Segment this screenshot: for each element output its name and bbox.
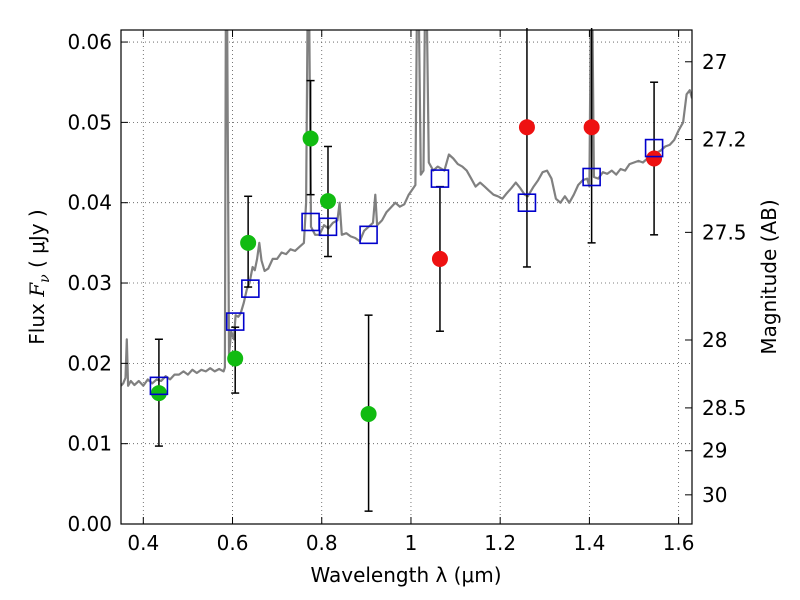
model-photometry-box <box>225 312 245 331</box>
data-markers <box>149 119 664 422</box>
model-spectrum <box>121 30 692 387</box>
y2-tick-label: 29 <box>702 439 727 463</box>
y-tick-label: 0.00 <box>67 512 112 536</box>
model-photometry-box <box>582 167 601 187</box>
y-axis-title-subscript: ν <box>37 274 53 283</box>
model-photometry-box <box>359 225 378 245</box>
green-data-point <box>360 405 377 422</box>
red-data-point <box>518 119 535 136</box>
y-axis-title-units: ( μJy ) <box>25 209 49 274</box>
red-data-point <box>431 250 448 267</box>
green-data-point <box>319 193 336 210</box>
green-data-point <box>150 385 167 402</box>
green-data-point <box>240 234 257 251</box>
y2-tick-label: 27.2 <box>702 128 747 152</box>
x-tick-label: 0.6 <box>217 531 249 555</box>
y-tick-label: 0.06 <box>67 30 112 54</box>
green-data-point <box>302 130 319 147</box>
plot-background <box>121 30 692 524</box>
y2-axis-title: Magnitude (AB) <box>757 199 781 354</box>
x-tick-label: 1.6 <box>663 531 695 555</box>
y2-tick-label: 27 <box>702 50 727 74</box>
y-axis-title: Flux Fν ( μJy ) <box>25 209 53 344</box>
red-data-point <box>646 150 663 167</box>
y-axis-title-symbol: F <box>25 282 49 298</box>
y2-tick-label: 27.5 <box>702 220 747 244</box>
y-tick-label: 0.03 <box>67 271 112 295</box>
y-tick-label: 0.01 <box>67 432 112 456</box>
axis-ticks: 0.4 0.6 0.8 1 1.2 1.4 1.6 0.00 0.01 0.02 0.03 0.04 0… <box>67 30 747 555</box>
y-tick-label: 0.04 <box>67 191 112 215</box>
plot-frame <box>120 29 693 525</box>
error-bar <box>522 28 531 268</box>
y-tick-label: 0.02 <box>67 351 112 375</box>
model-photometry-box <box>241 279 260 298</box>
green-data-point <box>227 350 244 367</box>
y2-tick-label: 28 <box>702 328 727 352</box>
error-bar <box>587 28 596 244</box>
x-axis-title: Wavelength λ (μm) <box>310 563 501 587</box>
x-tick-label: 1.2 <box>484 531 516 555</box>
red-data-point <box>583 119 600 136</box>
model-photometry-box <box>149 376 169 396</box>
model-photometry-box <box>644 138 664 158</box>
y-axis-title-prefix: Flux <box>25 297 49 345</box>
model-photometry-box <box>517 193 537 212</box>
x-tick-label: 0.4 <box>127 531 159 555</box>
y2-tick-label: 28.5 <box>702 396 747 420</box>
x-tick-label: 1 <box>405 531 418 555</box>
y2-tick-label: 30 <box>702 483 727 507</box>
y-tick-label: 0.05 <box>67 110 112 134</box>
model-photometry-box <box>430 169 450 188</box>
spectrum-line <box>121 30 692 387</box>
x-tick-label: 0.8 <box>306 531 338 555</box>
x-tick-label: 1.4 <box>573 531 605 555</box>
model-photometry-box <box>318 217 338 237</box>
